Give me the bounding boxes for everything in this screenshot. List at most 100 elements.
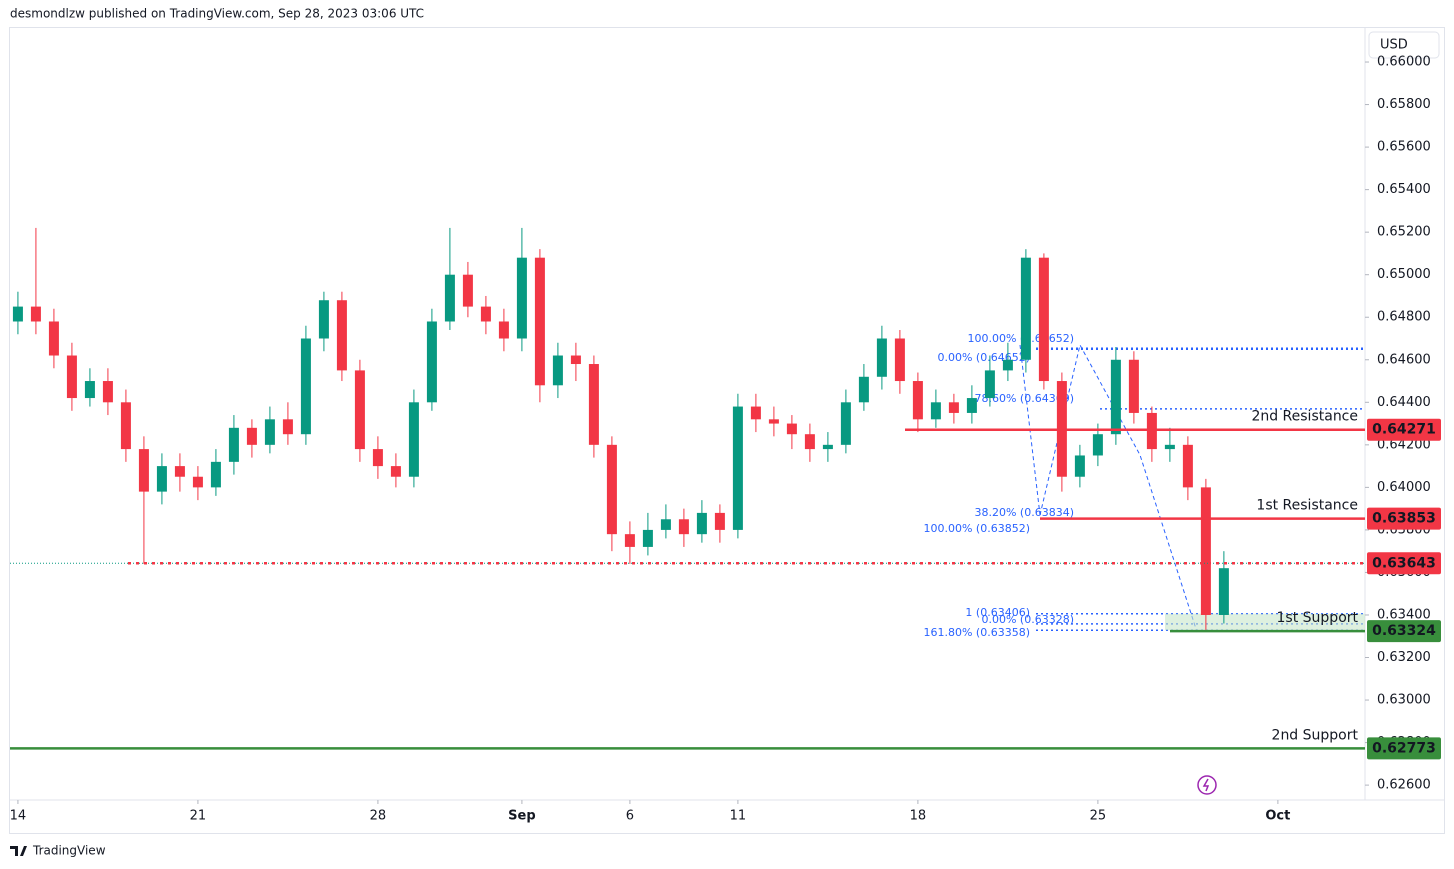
x-tick-label: 11 <box>730 809 747 824</box>
candle-body <box>930 402 941 420</box>
fib-label: 100.00% (0.64652) <box>967 332 1074 345</box>
candle-body <box>444 274 455 322</box>
candle-body <box>174 466 185 477</box>
candle-body <box>462 274 473 307</box>
header-text: desmondlzw published on TradingView.com,… <box>10 7 424 21</box>
candle-body <box>1218 568 1229 615</box>
price-box-label: 0.63643 <box>1372 555 1436 571</box>
candle-body <box>228 427 239 462</box>
candle-body <box>732 406 743 530</box>
candle-body <box>840 402 851 445</box>
candle-body <box>282 419 293 435</box>
candle-body <box>120 402 131 450</box>
level-box-label: 0.63853 <box>1372 511 1436 527</box>
candle-body <box>822 444 833 450</box>
candle-body <box>966 398 977 413</box>
candle-body <box>1128 359 1139 413</box>
chart-frame <box>9 27 1445 834</box>
candle-body <box>516 257 527 339</box>
candle-body <box>786 423 797 435</box>
level-label: 1st Support <box>1277 610 1359 626</box>
x-tick-label: 21 <box>190 809 207 824</box>
y-tick-label: 0.65600 <box>1377 140 1431 155</box>
candle-body <box>318 300 329 339</box>
candle-body <box>552 355 563 386</box>
level-label: 2nd Support <box>1272 727 1359 743</box>
candle-body <box>246 427 257 445</box>
fib-label: 1 (0.63406) <box>965 606 1030 619</box>
candle-body <box>714 512 725 530</box>
level-label: 2nd Resistance <box>1251 409 1358 425</box>
fib-label: 100.00% (0.63852) <box>923 522 1030 535</box>
level-box <box>1367 737 1441 760</box>
currency-box[interactable] <box>1368 31 1440 59</box>
candle-body <box>624 534 635 547</box>
candle-body <box>264 419 275 445</box>
y-tick-label: 0.65000 <box>1377 267 1431 282</box>
candle-body <box>84 381 95 399</box>
candle-body <box>696 512 707 535</box>
y-tick-label: 0.63400 <box>1377 607 1431 622</box>
y-tick-label: 0.62600 <box>1377 778 1431 793</box>
candle-body <box>570 355 581 365</box>
candle-body <box>1038 257 1049 382</box>
candle-body <box>138 449 149 492</box>
candle-body <box>876 338 887 377</box>
y-tick-label: 0.64000 <box>1377 480 1431 495</box>
y-tick-label: 0.65200 <box>1377 225 1431 240</box>
fib-drawing <box>1019 343 1365 633</box>
candle-body <box>210 461 221 488</box>
level-label: 1st Resistance <box>1256 498 1358 514</box>
y-tick-label: 0.66000 <box>1377 55 1431 70</box>
y-tick-label: 0.64800 <box>1377 310 1431 325</box>
candle-body <box>948 402 959 413</box>
candle-body <box>1092 434 1103 456</box>
level-box-label: 0.64271 <box>1372 422 1436 438</box>
candle-body <box>1164 444 1175 450</box>
candle-body <box>588 364 599 445</box>
fib-label: 0.00% (0.63328) <box>981 613 1074 626</box>
fib-label: 0.00% (0.64652) <box>937 351 1030 364</box>
y-tick-label: 0.65400 <box>1377 182 1431 197</box>
x-tick-label: 25 <box>1090 809 1107 824</box>
level-box-label: 0.62773 <box>1372 740 1436 756</box>
fib-label: 78.60% (0.64369) <box>974 392 1074 405</box>
level-box <box>1367 418 1441 441</box>
level-box <box>1367 507 1441 530</box>
event-icon[interactable] <box>1197 775 1217 795</box>
event-icon-bolt <box>1202 778 1210 792</box>
candle-body <box>1002 359 1013 371</box>
fib-label: 38.20% (0.63834) <box>974 506 1074 519</box>
currency: USD <box>1380 38 1408 53</box>
candle-body <box>336 300 347 371</box>
candle-body <box>894 338 905 382</box>
candle-body <box>66 355 77 399</box>
candle-body <box>984 370 995 399</box>
y-tick-label: 0.64400 <box>1377 395 1431 410</box>
candle-body <box>372 449 383 467</box>
y-tick-label: 0.64600 <box>1377 352 1431 367</box>
y-tick-label: 0.63200 <box>1377 650 1431 665</box>
price-box <box>1367 552 1441 575</box>
candle-body <box>912 381 923 420</box>
level-box-label: 0.63324 <box>1372 623 1436 639</box>
candle-body <box>408 402 419 477</box>
candle-body <box>1110 359 1121 435</box>
candle-body <box>30 306 41 322</box>
candle-body <box>390 466 401 477</box>
candle-body <box>156 466 167 492</box>
x-tick-label: 14 <box>10 809 27 824</box>
support-zone <box>1165 613 1365 631</box>
x-tick-label: Sep <box>508 809 536 824</box>
level-box <box>1367 620 1441 643</box>
candle-body <box>480 306 491 322</box>
candle-body <box>606 444 617 535</box>
candle-body <box>1146 412 1157 450</box>
x-tick-label: Oct <box>1265 809 1290 824</box>
brand-logo <box>10 846 27 856</box>
x-tick-label: 6 <box>626 809 634 824</box>
candle-body <box>804 434 815 450</box>
candle-body <box>354 370 365 450</box>
candle-body <box>660 519 671 530</box>
candle-body <box>534 257 545 386</box>
